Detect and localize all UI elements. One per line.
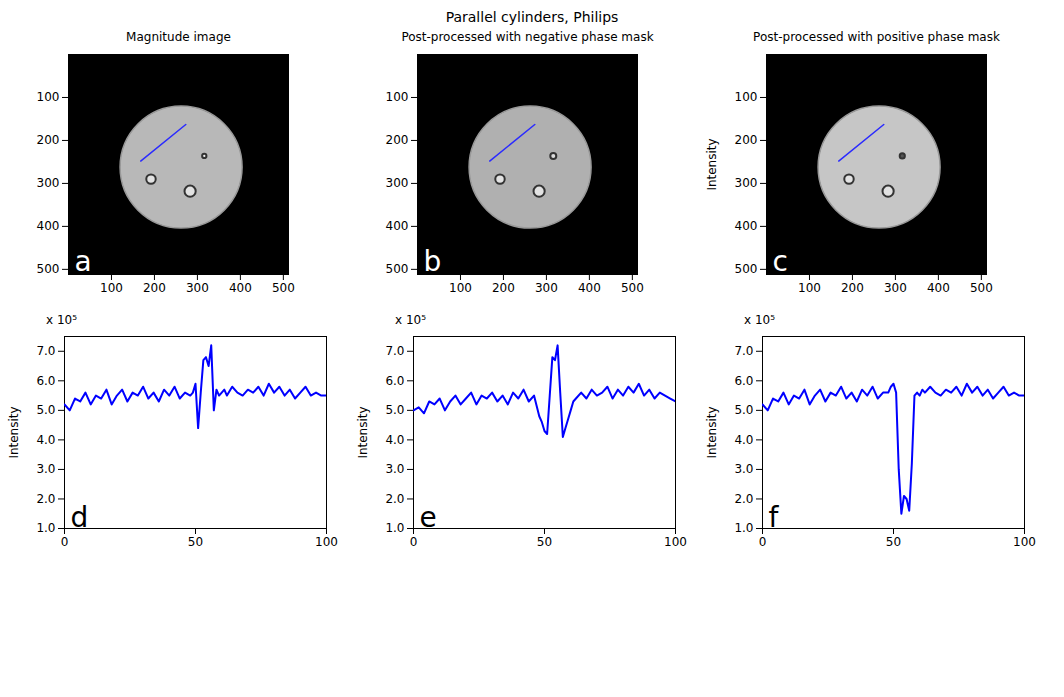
svg-text:400: 400	[578, 281, 601, 295]
svg-text:500: 500	[735, 262, 758, 276]
svg-text:c: c	[773, 245, 788, 278]
svg-text:200: 200	[37, 133, 60, 147]
svg-text:500: 500	[970, 281, 993, 295]
svg-text:3.0: 3.0	[385, 462, 404, 476]
svg-text:a: a	[75, 245, 92, 278]
svg-text:500: 500	[386, 262, 409, 276]
svg-text:400: 400	[386, 219, 409, 233]
svg-text:4.0: 4.0	[385, 433, 404, 447]
svg-text:100: 100	[1013, 535, 1036, 549]
svg-text:200: 200	[143, 281, 166, 295]
html-text:x 10⁵: x 10⁵	[46, 313, 77, 327]
svg-text:0: 0	[61, 535, 69, 549]
html-text:Post-processed with positive p: Post-processed with positive phase mask	[753, 30, 1000, 44]
svg-text:3.0: 3.0	[734, 462, 753, 476]
svg-text:400: 400	[37, 219, 60, 233]
svg-text:400: 400	[927, 281, 950, 295]
svg-text:2.0: 2.0	[734, 492, 753, 506]
svg-text:2.0: 2.0	[385, 492, 404, 506]
svg-text:100: 100	[798, 281, 821, 295]
svg-text:400: 400	[229, 281, 252, 295]
svg-text:200: 200	[386, 133, 409, 147]
svg-text:Intensity: Intensity	[705, 138, 719, 190]
svg-text:400: 400	[735, 219, 758, 233]
svg-text:7.0: 7.0	[734, 344, 753, 358]
svg-text:300: 300	[884, 281, 907, 295]
svg-text:50: 50	[886, 535, 901, 549]
svg-text:200: 200	[735, 133, 758, 147]
svg-text:500: 500	[621, 281, 644, 295]
svg-text:5.0: 5.0	[734, 403, 753, 417]
svg-text:500: 500	[37, 262, 60, 276]
svg-text:3.0: 3.0	[36, 462, 55, 476]
svg-text:0: 0	[410, 535, 418, 549]
html-text:Post-processed with negative p: Post-processed with negative phase mask	[401, 30, 654, 44]
html-text:Parallel cylinders, Philips: Parallel cylinders, Philips	[445, 9, 619, 25]
svg-text:300: 300	[386, 176, 409, 190]
svg-text:5.0: 5.0	[385, 403, 404, 417]
svg-text:100: 100	[664, 535, 687, 549]
svg-text:6.0: 6.0	[385, 374, 404, 388]
svg-text:Intensity: Intensity	[7, 406, 21, 458]
html-text:x 10⁵: x 10⁵	[744, 313, 775, 327]
svg-text:100: 100	[449, 281, 472, 295]
svg-text:300: 300	[186, 281, 209, 295]
svg-text:f: f	[769, 501, 780, 534]
svg-text:100: 100	[735, 90, 758, 104]
svg-text:2.0: 2.0	[36, 492, 55, 506]
svg-text:6.0: 6.0	[734, 374, 753, 388]
svg-text:7.0: 7.0	[385, 344, 404, 358]
svg-text:1.0: 1.0	[36, 521, 55, 535]
svg-text:200: 200	[841, 281, 864, 295]
svg-text:6.0: 6.0	[36, 374, 55, 388]
svg-text:d: d	[71, 501, 89, 534]
svg-text:500: 500	[272, 281, 295, 295]
svg-text:100: 100	[386, 90, 409, 104]
svg-text:4.0: 4.0	[734, 433, 753, 447]
svg-text:100: 100	[37, 90, 60, 104]
svg-text:e: e	[420, 501, 437, 534]
svg-text:300: 300	[535, 281, 558, 295]
svg-text:50: 50	[188, 535, 203, 549]
svg-text:Intensity: Intensity	[356, 406, 370, 458]
svg-text:100: 100	[100, 281, 123, 295]
svg-text:50: 50	[537, 535, 552, 549]
svg-text:Intensity: Intensity	[705, 406, 719, 458]
html-text:Magnitude image: Magnitude image	[126, 30, 231, 44]
svg-text:300: 300	[37, 176, 60, 190]
svg-text:7.0: 7.0	[36, 344, 55, 358]
svg-text:300: 300	[735, 176, 758, 190]
svg-text:1.0: 1.0	[385, 521, 404, 535]
svg-text:b: b	[424, 245, 442, 278]
svg-text:5.0: 5.0	[36, 403, 55, 417]
svg-text:100: 100	[315, 535, 338, 549]
svg-text:4.0: 4.0	[36, 433, 55, 447]
svg-text:0: 0	[759, 535, 767, 549]
svg-text:200: 200	[492, 281, 515, 295]
svg-text:1.0: 1.0	[734, 521, 753, 535]
html-text:x 10⁵: x 10⁵	[395, 313, 426, 327]
